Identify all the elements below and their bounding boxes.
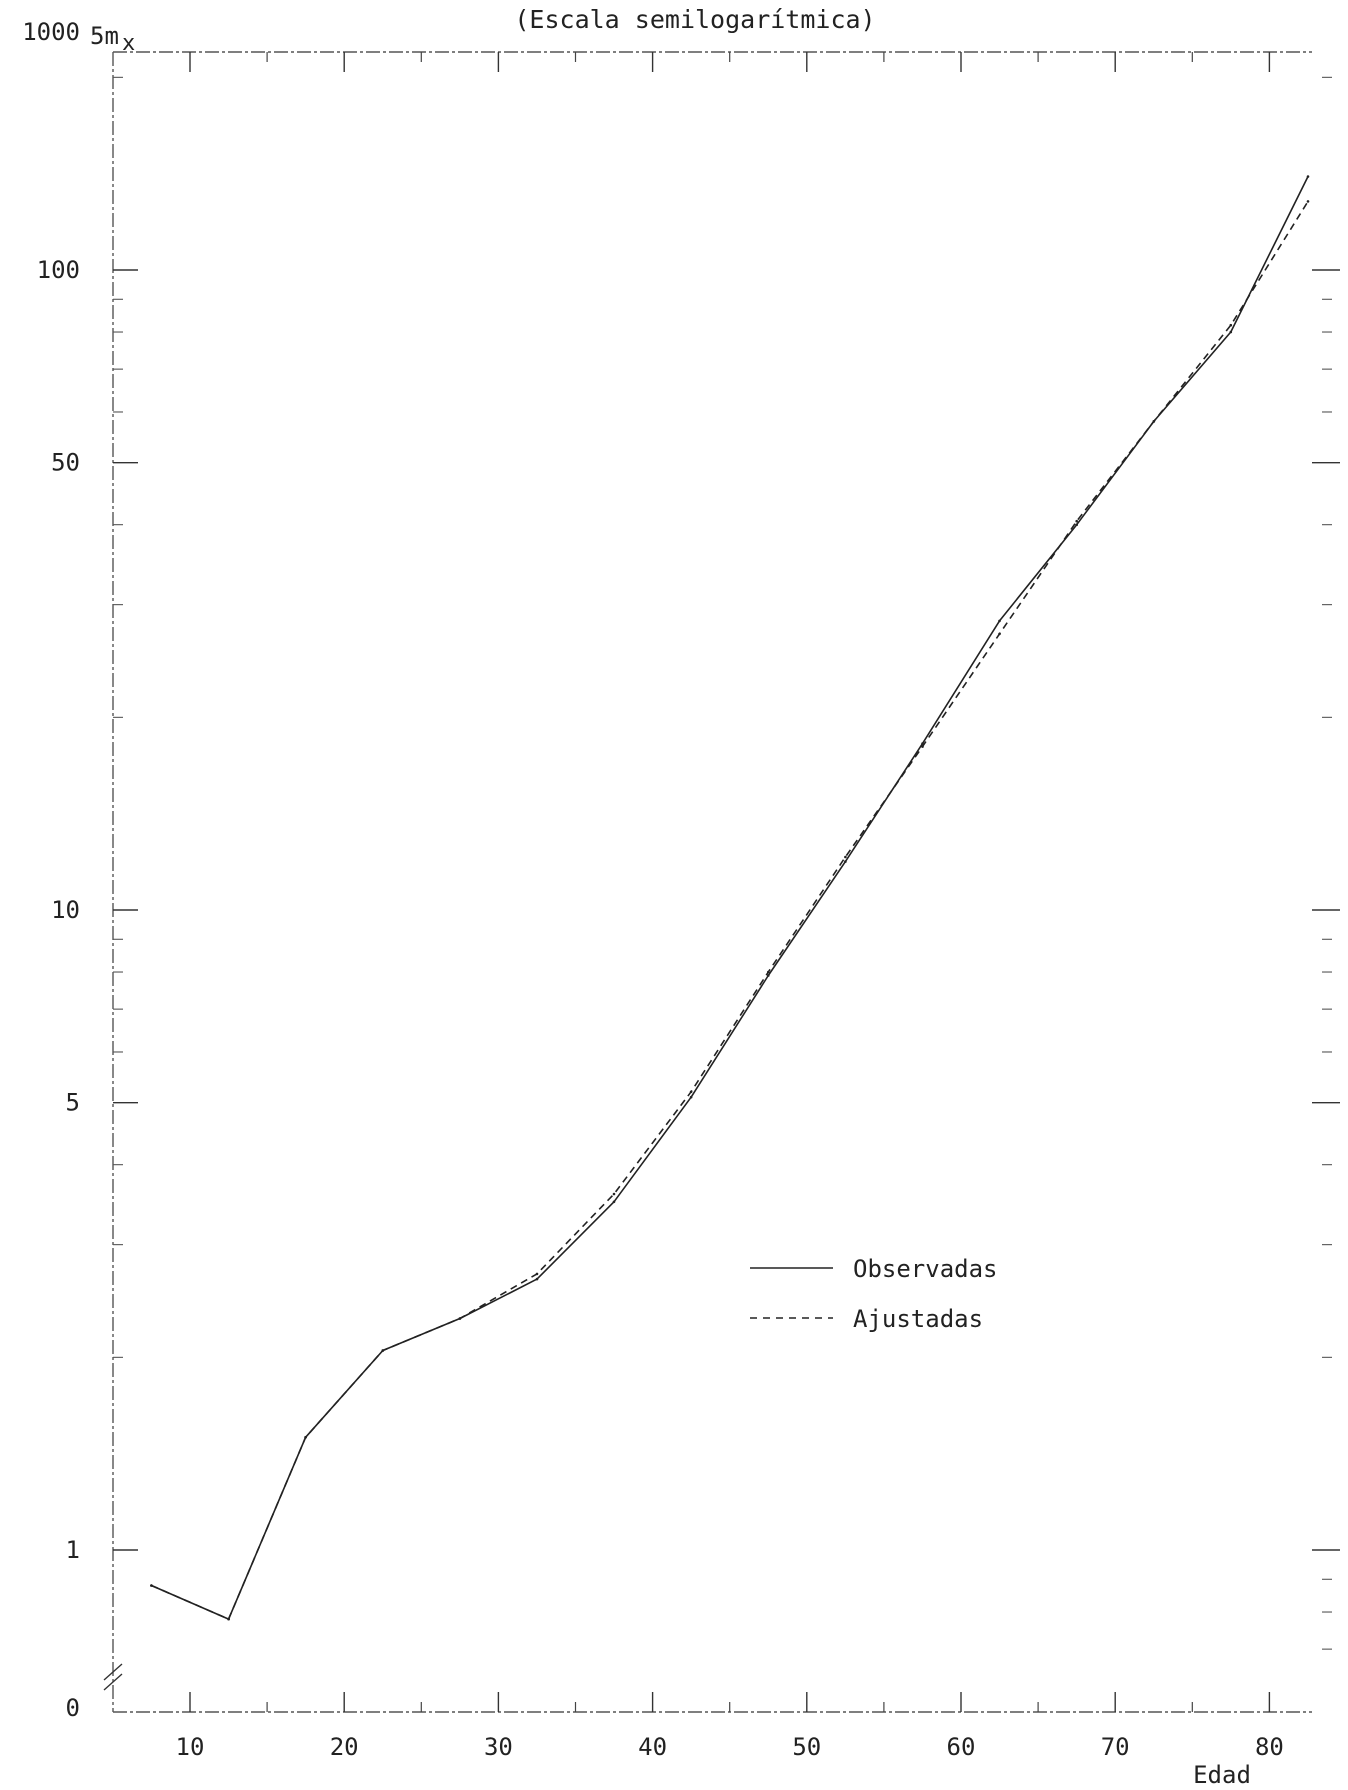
y-tick-label-1000: 1000 — [22, 18, 80, 46]
data-point-ajustadas-42.5 — [689, 1090, 693, 1094]
x-tick-label-30: 30 — [484, 1733, 513, 1761]
y-axis-label: 5m — [90, 22, 119, 50]
y-tick-label-5: 5 — [66, 1089, 80, 1117]
y-tick-label-50: 50 — [51, 449, 80, 477]
data-point-ajustadas-52.5 — [844, 855, 847, 859]
data-point-ajustadas-17.5 — [304, 1436, 307, 1439]
data-point-observadas-52.5 — [844, 860, 847, 863]
series-line-ajustadas — [151, 200, 1309, 1620]
data-point-ajustadas-12.5 — [227, 1617, 230, 1621]
data-point-ajustadas-27.5 — [458, 1317, 462, 1320]
data-point-observadas-37.5 — [612, 1200, 616, 1204]
series-line-observadas — [151, 176, 1309, 1620]
data-point-ajustadas-67.5 — [1075, 519, 1078, 523]
data-point-observadas-77.5 — [1229, 330, 1233, 334]
x-tick-label-50: 50 — [792, 1733, 821, 1761]
y-axis-label-subscript: x — [122, 31, 135, 56]
legend: Observadas Ajustadas — [750, 1255, 998, 1333]
axes — [103, 51, 1312, 1713]
data-point-ajustadas-72.5 — [1152, 420, 1156, 423]
data-point-observadas-82.5 — [1306, 175, 1310, 178]
x-tick-label-70: 70 — [1101, 1733, 1130, 1761]
data-point-observadas-47.5 — [767, 974, 770, 977]
y-tick-label-10: 10 — [51, 896, 80, 924]
data-point-ajustadas-22.5 — [381, 1349, 385, 1352]
data-point-ajustadas-7.5 — [150, 1584, 153, 1587]
y-tick-label-100: 100 — [37, 256, 80, 284]
x-axis-label: Edad — [1193, 1761, 1251, 1789]
data-point-ajustadas-82.5 — [1306, 200, 1310, 203]
x-tick-label-40: 40 — [638, 1733, 667, 1761]
chart-subtitle: (Escala semilogarítmica) — [514, 5, 875, 34]
data-point-observadas-62.5 — [998, 619, 1001, 623]
y-tick-label-zero: 0 — [66, 1694, 80, 1722]
data-point-ajustadas-57.5 — [921, 745, 924, 748]
data-point-observadas-67.5 — [1075, 523, 1078, 526]
y-axis-break-mark — [103, 1663, 123, 1691]
data-point-observadas-32.5 — [535, 1277, 539, 1281]
data-point-ajustadas-77.5 — [1229, 323, 1233, 327]
x-tick-label-80: 80 — [1255, 1733, 1284, 1761]
tick-marks: 10 20 30 40 50 60 70 80 1 5 10 50 100 1000 0 — [22, 18, 1340, 1761]
data-point-observadas-42.5 — [689, 1095, 693, 1099]
data-point-ajustadas-37.5 — [612, 1192, 616, 1196]
series-lines — [150, 175, 1310, 1621]
data-point-ajustadas-47.5 — [767, 970, 770, 974]
x-tick-label-10: 10 — [176, 1733, 205, 1761]
legend-label-observadas: Observadas — [853, 1255, 998, 1283]
data-point-ajustadas-62.5 — [998, 632, 1001, 636]
x-tick-label-20: 20 — [330, 1733, 359, 1761]
data-point-ajustadas-32.5 — [535, 1272, 539, 1276]
legend-label-ajustadas: Ajustadas — [853, 1305, 983, 1333]
y-tick-label-1: 1 — [66, 1536, 80, 1564]
x-tick-label-60: 60 — [947, 1733, 976, 1761]
